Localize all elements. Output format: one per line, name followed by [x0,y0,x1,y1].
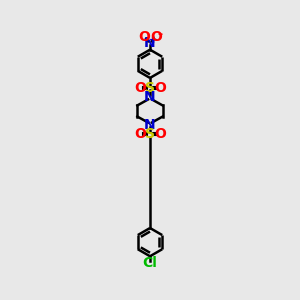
Text: O: O [154,128,166,141]
Text: -: - [158,28,163,41]
Text: Cl: Cl [142,256,158,270]
Text: O: O [134,128,146,141]
Text: +: + [148,35,158,45]
Text: O: O [150,30,162,44]
Text: S: S [145,81,155,94]
Text: O: O [138,30,150,44]
Text: S: S [145,128,155,141]
Text: N: N [144,90,156,104]
Text: O: O [154,81,166,94]
Text: N: N [144,118,156,132]
Text: N: N [144,36,156,50]
Text: O: O [134,81,146,94]
